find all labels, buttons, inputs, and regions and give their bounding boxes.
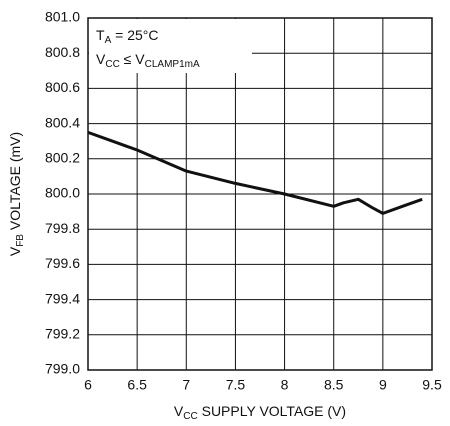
- y-tick-label: 801.0: [45, 9, 80, 25]
- subscript: CC: [183, 411, 197, 422]
- y-tick-label: 800.4: [45, 114, 80, 130]
- y-tick-label: 799.4: [45, 290, 80, 306]
- y-tick-label: 800.8: [45, 44, 80, 60]
- x-tick-label: 9.5: [422, 377, 442, 393]
- annotation: TA = 25°C: [96, 27, 158, 46]
- subscript: FB: [15, 234, 26, 247]
- annotation: VCC ≤ VCLAMP1mA: [96, 51, 200, 70]
- y-tick-label: 799.8: [45, 220, 80, 236]
- x-tick-label: 6.5: [127, 377, 147, 393]
- subscript: CLAMP1mA: [145, 59, 200, 70]
- text-part: VOLTAGE (mV): [7, 132, 23, 234]
- y-tick-label: 799.0: [45, 361, 80, 377]
- x-tick-label: 7.5: [226, 377, 246, 393]
- subscript: A: [105, 35, 112, 46]
- text-part: V: [96, 51, 106, 67]
- data-line: [87, 130, 423, 215]
- y-tick-label: 799.6: [45, 255, 80, 271]
- x-tick-label: 6: [84, 377, 92, 393]
- y-tick-label: 800.2: [45, 150, 80, 166]
- x-axis-label: VCC SUPPLY VOLTAGE (V): [174, 403, 346, 422]
- y-tick-label: 800.6: [45, 79, 80, 95]
- y-tick-label: 799.2: [45, 326, 80, 342]
- y-tick-label: 800.0: [45, 185, 80, 201]
- text-part: T: [96, 27, 105, 43]
- plot-frame: [87, 17, 433, 371]
- y-axis-label: VFB VOLTAGE (mV): [7, 132, 26, 256]
- annotation-box: [89, 19, 252, 73]
- x-tick-label: 7: [182, 377, 190, 393]
- text-part: V: [7, 246, 23, 256]
- text-part: V: [174, 403, 184, 419]
- text-part: ≤ V: [120, 51, 145, 67]
- text-part: = 25°C: [111, 27, 158, 43]
- x-tick-label: 8.5: [324, 377, 344, 393]
- text-part: SUPPLY VOLTAGE (V): [198, 403, 346, 419]
- subscript: CC: [105, 59, 119, 70]
- x-tick-label: 9: [379, 377, 387, 393]
- x-tick-label: 8: [281, 377, 289, 393]
